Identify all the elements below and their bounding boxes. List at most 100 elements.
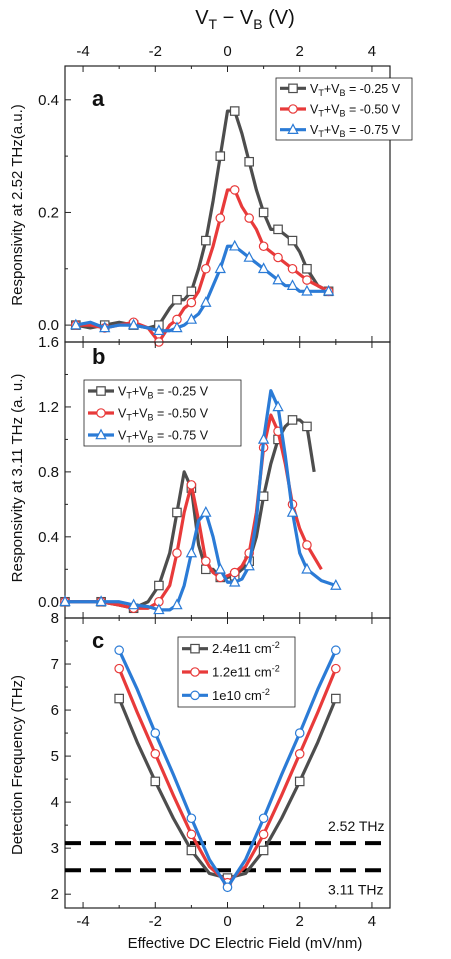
series-line <box>65 418 316 610</box>
data-point <box>215 213 226 223</box>
data-point <box>258 207 269 218</box>
reference-line-label: 2.52 THz <box>328 818 385 834</box>
data-point <box>243 251 255 262</box>
data-point <box>243 559 255 571</box>
legend: VT+VB = -0.25 V VT+VB = -0.50 V VT+VB = -0… <box>275 77 413 141</box>
data-point <box>302 275 312 285</box>
data-point <box>273 224 283 235</box>
data-point <box>186 813 197 824</box>
data-point <box>114 663 124 674</box>
data-point <box>185 546 198 558</box>
data-point <box>222 882 233 893</box>
data-point <box>331 693 341 704</box>
data-point <box>229 185 240 195</box>
data-point <box>331 645 341 656</box>
y-tick-label: 0.2 <box>38 204 59 221</box>
data-point <box>171 598 183 610</box>
data-point <box>322 284 335 296</box>
top-x-tick-label: 2 <box>296 43 304 60</box>
data-point <box>287 235 298 246</box>
data-point <box>171 321 183 333</box>
y-tick-label: 3 <box>51 840 59 857</box>
data-point <box>229 239 241 251</box>
panel-c: 2 3 4 5 6 7 8 -4 -2 0 2 4 2.52 THz 3.11 THz 2.4e11 cm-… <box>51 610 391 930</box>
data-point <box>229 106 240 116</box>
data-point <box>244 156 254 167</box>
y-tick-label: 8 <box>51 610 59 627</box>
data-point <box>186 829 197 840</box>
data-point <box>172 294 182 305</box>
y-tick-label: 1.2 <box>38 399 59 416</box>
data-point <box>114 693 124 704</box>
data-point <box>127 318 140 330</box>
data-point <box>201 235 211 246</box>
data-point <box>287 263 298 274</box>
series-line <box>75 109 330 330</box>
data-point <box>186 286 197 297</box>
data-point <box>330 579 342 590</box>
x-tick-label: 4 <box>368 913 376 930</box>
data-point <box>258 829 269 840</box>
legend-swatch-marker <box>287 123 299 134</box>
data-point <box>286 279 299 290</box>
x-tick-label: 2 <box>296 913 304 930</box>
legend-swatch-marker <box>95 428 107 440</box>
data-point <box>302 421 312 432</box>
y-tick-label: 7 <box>51 656 59 673</box>
data-point <box>229 567 240 578</box>
data-point <box>258 813 269 824</box>
legend-label: VT+VB = -0.25 V <box>118 385 209 401</box>
data-point <box>258 845 269 856</box>
y-tick-label: 2 <box>51 886 59 903</box>
data-point <box>272 273 284 285</box>
data-point <box>186 845 197 856</box>
data-point <box>301 562 313 574</box>
top-x-tick-label: 4 <box>368 43 376 60</box>
y-axis-label-b: Responsivity at 3.11 THz (a. u.) <box>9 374 26 583</box>
data-point <box>59 595 71 607</box>
data-point <box>127 598 140 610</box>
y-tick-label: 0.0 <box>38 317 59 334</box>
legend: 2.4e11 cm-2 1.2e11 cm-2 1e10 cm-2 <box>177 636 296 708</box>
data-point <box>286 505 299 517</box>
data-point <box>200 505 212 517</box>
data-point <box>294 728 305 738</box>
y-axis-label-c: Detection Frequency (THz) <box>9 675 26 855</box>
data-point <box>172 507 182 518</box>
data-point <box>301 284 313 296</box>
panel-letter-a: a <box>92 86 105 111</box>
legend-label: VT+VB = -0.25 V <box>310 82 401 98</box>
panel-letter-b: b <box>92 344 105 369</box>
panel-letter-c: c <box>92 628 104 653</box>
data-point <box>186 480 197 490</box>
y-tick-label: 5 <box>51 748 59 765</box>
data-point <box>258 491 269 502</box>
data-point <box>214 262 226 274</box>
data-point <box>186 297 197 308</box>
y-tick-label: 1.6 <box>38 334 59 351</box>
y-tick-label: 6 <box>51 702 59 719</box>
legend-swatch-marker <box>288 104 298 114</box>
data-point <box>70 318 82 330</box>
data-point <box>273 252 283 263</box>
x-tick-label: 0 <box>223 913 231 930</box>
data-point <box>172 548 182 558</box>
legend-swatch-marker <box>190 643 200 654</box>
y-axis-label-a: Responsivity at 2.52 THz(a.u.) <box>9 104 26 305</box>
data-point <box>150 748 161 759</box>
panel-a: 0.00.20.4-4 -2 0 2 4VT+VB = -0.25 VVT+VB = -… <box>38 43 413 347</box>
data-point <box>114 645 124 656</box>
x-tick-label: -4 <box>76 913 89 930</box>
top-x-tick-label: -4 <box>76 43 89 60</box>
data-point <box>302 263 312 274</box>
legend-swatch-marker <box>96 408 106 418</box>
y-tick-label: 0.4 <box>38 92 59 109</box>
legend-label: 1.2e11 cm-2 <box>212 664 280 680</box>
data-point <box>287 415 298 425</box>
data-point <box>229 575 241 587</box>
data-point <box>200 296 212 307</box>
data-point <box>244 213 254 223</box>
data-point <box>257 432 270 444</box>
data-point <box>150 776 161 787</box>
